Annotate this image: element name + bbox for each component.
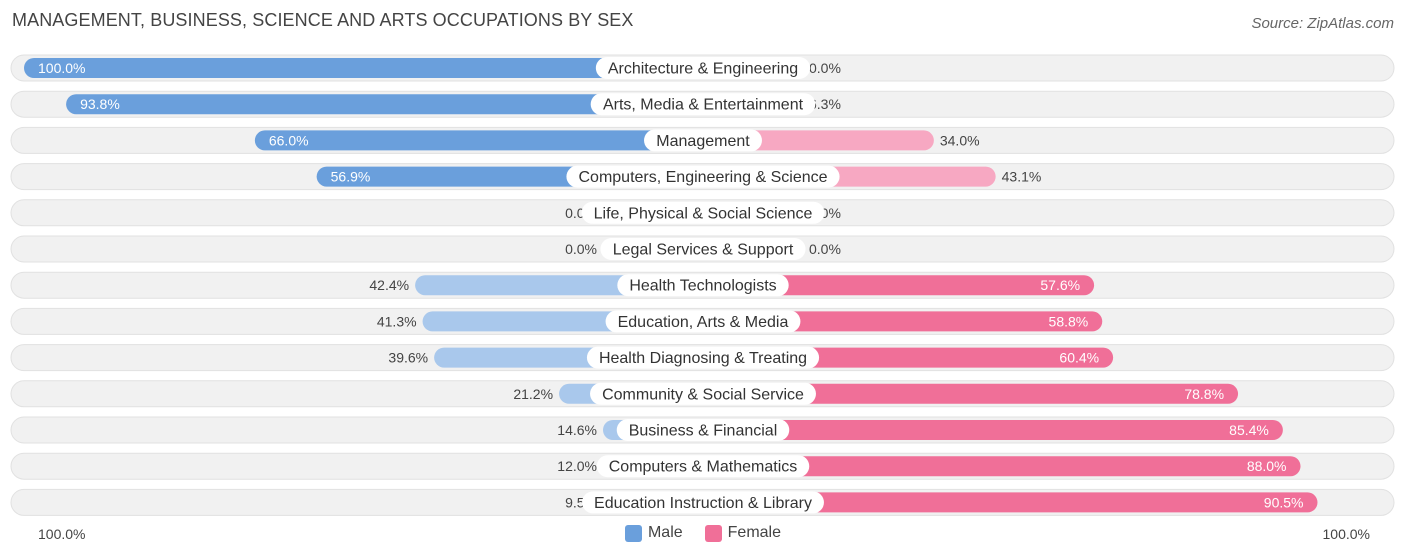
male-value-label: 66.0%	[269, 132, 309, 148]
category-label-pill	[582, 491, 824, 514]
male-value-label: 56.9%	[331, 169, 371, 185]
female-value-label: 0.0%	[809, 60, 841, 76]
male-value-label: 42.4%	[369, 277, 409, 293]
category-label-pill	[586, 346, 820, 369]
female-value-label: 90.5%	[1264, 494, 1304, 510]
male-value-label: 39.6%	[388, 350, 428, 366]
category-label-pill	[590, 93, 816, 116]
female-value-label: 0.0%	[809, 241, 841, 257]
category-label-pill	[616, 419, 790, 441]
category-label-pill	[596, 455, 810, 478]
category-label: Community & Social Service	[602, 386, 804, 403]
category-label-pill	[566, 165, 840, 188]
category-label: Education Instruction & Library	[594, 495, 812, 512]
category-label: Life, Physical & Social Science	[594, 205, 813, 222]
category-label-pill	[581, 201, 825, 224]
female-swatch	[704, 524, 722, 542]
female-value-label: 88.0%	[1247, 458, 1287, 474]
category-label: Computers & Mathematics	[609, 459, 798, 476]
male-value-label: 93.8%	[80, 96, 120, 112]
female-value-label: 43.1%	[1002, 169, 1042, 185]
axis-left-label: 100.0%	[38, 526, 86, 542]
female-bar	[703, 383, 1239, 404]
category-label: Computers, Engineering & Science	[578, 169, 827, 186]
male-value-label: 100.0%	[38, 60, 85, 76]
male-swatch	[624, 524, 642, 542]
chart-title: MANAGEMENT, BUSINESS, SCIENCE AND ARTS O…	[12, 10, 634, 30]
legend-male-label: Male	[647, 524, 683, 541]
legend: Male Female	[0, 524, 1406, 542]
female-value-label: 57.6%	[1040, 277, 1080, 293]
category-label-pill	[605, 310, 801, 333]
female-bar	[703, 275, 1095, 296]
category-label-pill	[644, 129, 762, 152]
source-attribution: Source: ZipAtlas.com	[1251, 15, 1394, 32]
male-value-label: 14.6%	[557, 422, 597, 438]
female-bar	[703, 311, 1103, 332]
female-bar	[703, 420, 1283, 440]
category-label: Health Technologists	[629, 278, 776, 295]
female-bar	[703, 492, 1318, 513]
male-value-label: 21.2%	[513, 386, 553, 402]
female-value-label: 78.8%	[1184, 386, 1224, 402]
category-label-pill	[600, 238, 806, 260]
male-bar	[24, 58, 703, 78]
category-label-pill	[595, 57, 811, 79]
male-bar	[254, 130, 704, 151]
category-label: Health Diagnosing & Treating	[599, 350, 807, 367]
category-label: Arts, Media & Entertainment	[603, 97, 804, 114]
male-value-label: 0.0%	[565, 241, 597, 257]
category-label-pill	[617, 274, 789, 297]
male-value-label: 12.0%	[557, 458, 597, 474]
category-label-pill	[590, 382, 816, 405]
female-bar	[703, 456, 1301, 477]
category-label: Business & Financial	[629, 423, 778, 440]
legend-item-female[interactable]: Female	[704, 524, 782, 542]
legend-item-male[interactable]: Male	[624, 524, 683, 542]
category-label: Education, Arts & Media	[618, 314, 789, 331]
female-value-label: 6.3%	[809, 96, 841, 112]
female-value-label: 58.8%	[1049, 313, 1089, 329]
female-value-label: 85.4%	[1229, 422, 1269, 438]
category-label: Legal Services & Support	[613, 242, 794, 259]
legend-female-label: Female	[727, 524, 782, 541]
male-value-label: 41.3%	[377, 313, 417, 329]
category-label: Architecture & Engineering	[608, 61, 798, 78]
female-value-label: 34.0%	[940, 132, 980, 148]
axis-right-label: 100.0%	[1322, 526, 1370, 542]
male-bar	[66, 94, 703, 115]
female-value-label: 60.4%	[1059, 350, 1099, 366]
category-label: Management	[656, 133, 750, 150]
